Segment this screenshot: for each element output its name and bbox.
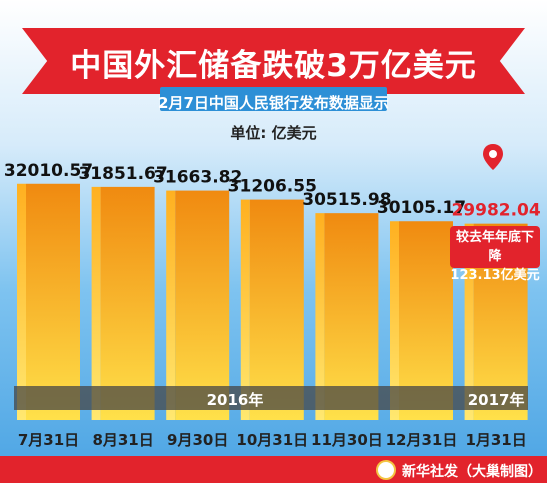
xinhua-logo-icon [376,460,396,480]
title-banner: 中国外汇储备跌破3万亿美元 [22,28,525,94]
annotation-line-1: 较去年年底下降 [455,230,534,264]
bar-3 [249,199,304,420]
footer-credit: 新华社发（大巢制图） [402,464,542,480]
x-tick-label-5: 12月31日 [385,431,458,449]
year-band [14,386,528,410]
bar-value-label-4: 30515.98 [302,190,391,210]
bar-value-label-1: 31851.67 [78,164,167,184]
year-label-1: 2017年 [467,391,525,409]
annotation-line-2: 123.13亿美元 [450,268,540,283]
chart-subtitle: 2月7日中国人民银行发布数据显示 [158,94,389,112]
bar-side-0 [17,183,26,420]
year-label-0: 2016年 [206,391,264,409]
bar-value-label-5: 30105.17 [377,198,466,218]
bar-side-2 [166,190,176,420]
unit-label: 单位: 亿美元 [230,124,317,142]
bar-1 [100,186,155,420]
bar-side-5 [390,221,399,420]
bar-side-6 [464,223,474,420]
bar-0 [26,183,80,420]
bar-value-label-3: 31206.55 [228,177,317,197]
x-tick-label-0: 7月31日 [17,431,80,449]
change-annotation: 较去年年底下降 123.13亿美元 [450,226,540,283]
location-pin-icon [483,144,503,170]
x-tick-label-3: 10月31日 [236,431,309,449]
bar-value-label-0: 32010.57 [4,161,93,181]
subtitle-background [160,87,387,111]
bar-value-label-2: 31663.82 [153,168,242,188]
footer-bar [0,456,547,483]
bar-side-1 [91,186,101,420]
x-tick-label-1: 8月31日 [92,431,154,449]
bar-side-4 [315,213,325,420]
bar-2 [175,190,230,420]
bar-side-3 [240,199,250,420]
x-tick-label-4: 11月30日 [311,431,383,449]
x-tick-label-2: 9月30日 [167,431,229,449]
chart-title: 中国外汇储备跌破3万亿美元 [70,48,477,84]
bar-value-label-6: 29982.04 [451,201,540,221]
x-tick-label-6: 1月31日 [465,431,527,449]
bar-4 [324,213,379,420]
